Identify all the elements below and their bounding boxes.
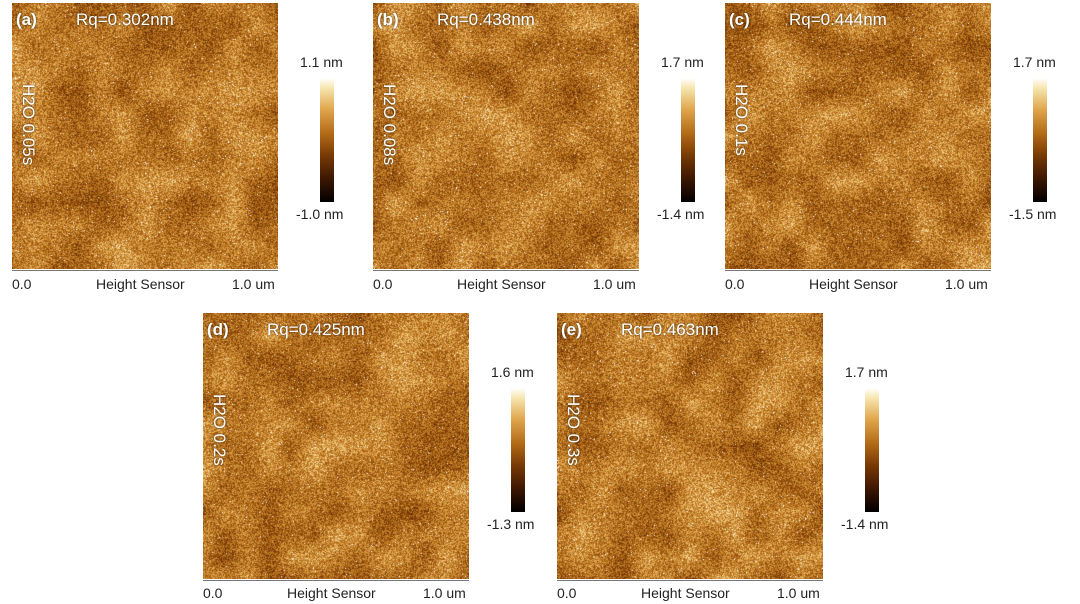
axis-title: Height Sensor xyxy=(641,585,730,601)
roughness-value: Rq=0.463nm xyxy=(621,320,719,339)
height-colorbar xyxy=(1033,78,1047,202)
panel-label: (c) xyxy=(729,10,750,29)
afm-height-image xyxy=(373,3,639,269)
scale-min-label: -1.4 nm xyxy=(841,516,889,532)
roughness-value: Rq=0.302nm xyxy=(76,10,174,29)
scale-min-label: -1.5 nm xyxy=(1009,206,1057,222)
axis-title: Height Sensor xyxy=(457,276,546,292)
x-axis-line xyxy=(12,270,278,275)
afm-height-image xyxy=(12,3,278,269)
axis-end-label: 1.0 um xyxy=(423,585,466,601)
roughness-value: Rq=0.438nm xyxy=(437,10,535,29)
height-colorbar xyxy=(865,388,879,512)
panel-label: (b) xyxy=(377,10,399,29)
scale-min-label: -1.3 nm xyxy=(487,516,535,532)
height-colorbar xyxy=(511,388,525,512)
roughness-value: Rq=0.425nm xyxy=(267,320,365,339)
x-axis-line xyxy=(373,270,639,275)
axis-start-label: 0.0 xyxy=(203,585,223,601)
afm-height-image xyxy=(557,313,823,579)
condition-label: H2O 0.05s xyxy=(19,84,38,166)
height-colorbar xyxy=(681,78,695,202)
condition-label: H2O 0.2s xyxy=(210,394,229,466)
scale-max-label: 1.6 nm xyxy=(491,364,534,380)
axis-end-label: 1.0 um xyxy=(232,276,275,292)
axis-start-label: 0.0 xyxy=(557,585,577,601)
height-colorbar xyxy=(320,78,334,202)
x-axis-line xyxy=(203,580,469,585)
scale-max-label: 1.7 nm xyxy=(1013,54,1056,70)
axis-title: Height Sensor xyxy=(809,276,898,292)
scale-max-label: 1.1 nm xyxy=(300,54,343,70)
axis-title: Height Sensor xyxy=(287,585,376,601)
scale-max-label: 1.7 nm xyxy=(661,54,704,70)
scale-min-label: -1.0 nm xyxy=(296,206,344,222)
condition-label: H2O 0.1s xyxy=(732,84,751,156)
axis-start-label: 0.0 xyxy=(725,276,745,292)
axis-start-label: 0.0 xyxy=(12,276,32,292)
scale-min-label: -1.4 nm xyxy=(657,206,705,222)
axis-start-label: 0.0 xyxy=(373,276,393,292)
afm-height-image xyxy=(203,313,469,579)
panel-label: (a) xyxy=(16,10,37,29)
afm-height-image xyxy=(725,3,991,269)
panel-label: (e) xyxy=(561,320,582,339)
axis-end-label: 1.0 um xyxy=(593,276,636,292)
axis-title: Height Sensor xyxy=(96,276,185,292)
condition-label: H2O 0.08s xyxy=(380,84,399,166)
condition-label: H2O 0.3s xyxy=(564,394,583,466)
axis-end-label: 1.0 um xyxy=(945,276,988,292)
panel-label: (d) xyxy=(207,320,229,339)
axis-end-label: 1.0 um xyxy=(777,585,820,601)
x-axis-line xyxy=(557,580,823,585)
x-axis-line xyxy=(725,270,991,275)
scale-max-label: 1.7 nm xyxy=(845,364,888,380)
roughness-value: Rq=0.444nm xyxy=(789,10,887,29)
